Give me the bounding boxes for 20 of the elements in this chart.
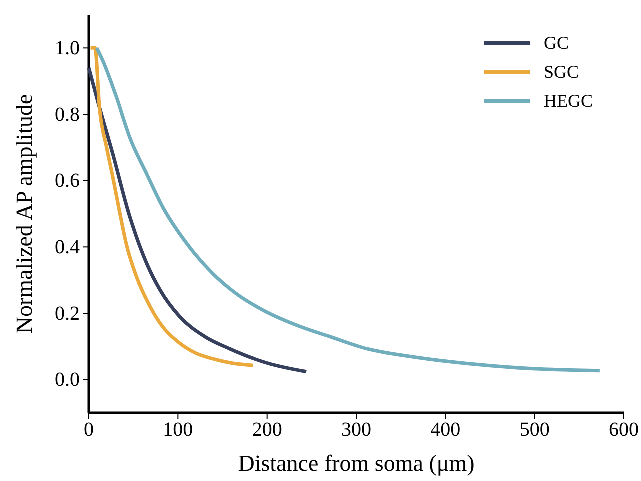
legend-label: GC: [544, 33, 570, 53]
x-tick-label: 300: [342, 419, 372, 442]
line-series: [87, 66, 308, 374]
y-tick-label: 0.2: [55, 302, 80, 325]
y-tick-label: 1.0: [55, 38, 80, 60]
legend-label: HEGC: [544, 91, 593, 111]
legend-label: SGC: [544, 62, 580, 82]
line-series: [89, 46, 255, 368]
y-tick-label: 0.8: [55, 104, 80, 126]
x-axis-title: Distance from soma (μm): [238, 451, 475, 476]
x-tick-label: 0: [84, 419, 94, 442]
x-tick-label: 200: [252, 419, 282, 442]
y-tick-label: 0.6: [55, 170, 80, 192]
x-tick-label: 100: [163, 419, 194, 442]
y-axis-title: Normalized AP amplitude: [12, 94, 37, 334]
x-tick-label: 400: [430, 419, 461, 442]
x-tick-label: 500: [520, 419, 550, 442]
y-tick-label: 0.4: [55, 236, 80, 259]
y-tick-label: 0.0: [55, 369, 80, 392]
x-tick-label: 600: [609, 419, 639, 442]
